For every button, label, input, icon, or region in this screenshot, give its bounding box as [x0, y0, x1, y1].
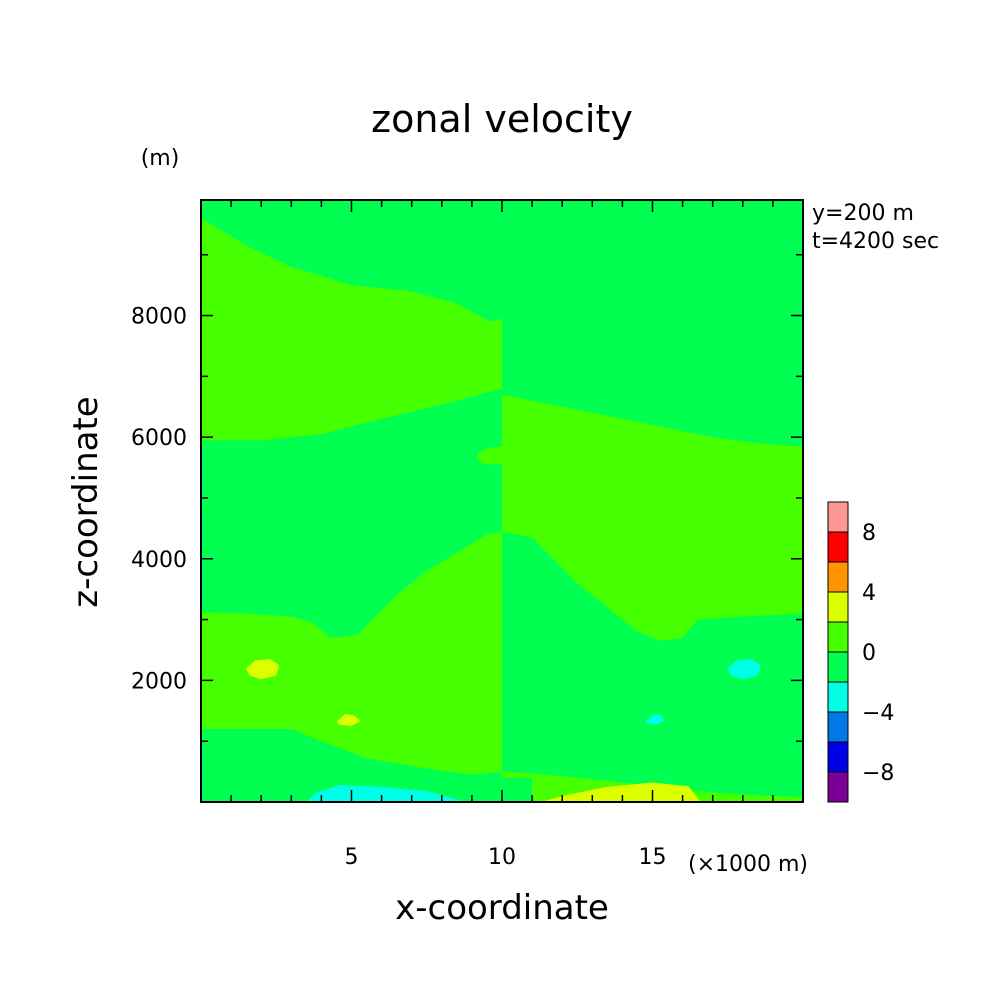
- colorbar-swatch: [827, 681, 849, 713]
- y-unit-label: (m): [141, 146, 180, 171]
- contour-regions: [201, 218, 803, 802]
- colorbar-swatch: [827, 621, 849, 653]
- colorbar-swatch: [827, 651, 849, 683]
- annotation-y-slice: y=200 m: [812, 201, 914, 226]
- colorbar-swatch: [827, 591, 849, 623]
- chart-title: zonal velocity: [371, 97, 633, 141]
- contour-region: [727, 659, 761, 680]
- colorbar-swatch: [827, 741, 849, 773]
- colorbar-swatch: [827, 711, 849, 743]
- y-tick-label: 4000: [131, 548, 187, 573]
- x-tick-label: 5: [345, 845, 359, 870]
- contour-region: [201, 218, 502, 441]
- contour-region: [502, 394, 803, 641]
- colorbar-tick-label: 8: [862, 521, 876, 546]
- colorbar: −8 −4 0 4 8: [827, 501, 894, 803]
- colorbar-swatch: [827, 501, 849, 533]
- x-tick-label: 10: [488, 845, 516, 870]
- x-axis-ticks: 5 10 15: [230, 200, 774, 870]
- colorbar-swatch: [827, 531, 849, 563]
- colorbar-tick-label: 0: [862, 641, 876, 666]
- colorbar-tick-label: 4: [862, 581, 876, 606]
- y-axis-title: z-coordinate: [66, 396, 106, 607]
- colorbar-tick-label: −8: [862, 761, 894, 786]
- colorbar-swatch: [827, 561, 849, 593]
- contour-region: [201, 531, 502, 775]
- y-axis-ticks: 2000 4000 6000 8000: [131, 253, 803, 742]
- contour-region: [477, 446, 502, 465]
- annotation-time: t=4200 sec: [812, 229, 939, 254]
- contour-region: [541, 782, 701, 802]
- contour-region: [502, 777, 533, 802]
- contour-region: [336, 713, 361, 726]
- y-tick-label: 8000: [131, 305, 187, 330]
- x-unit-label: (×1000 m): [688, 852, 808, 877]
- contour-region: [306, 785, 466, 802]
- x-axis-title: x-coordinate: [395, 888, 609, 928]
- contour-region: [646, 715, 665, 725]
- colorbar-swatch: [827, 771, 849, 803]
- contour-region: [246, 659, 280, 680]
- y-tick-label: 6000: [131, 426, 187, 451]
- x-tick-label: 15: [639, 845, 667, 870]
- colorbar-tick-label: −4: [862, 701, 894, 726]
- y-tick-label: 2000: [131, 669, 187, 694]
